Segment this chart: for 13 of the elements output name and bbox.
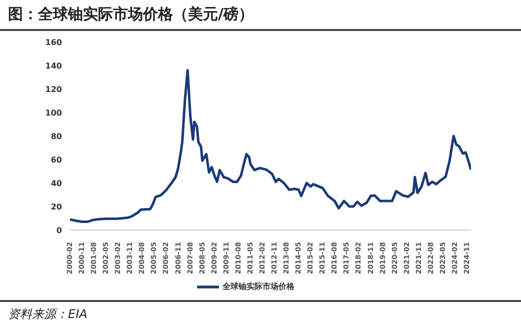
y-tick-label: 40: [50, 178, 62, 188]
chart-title: 图：全球铀实际市场价格（美元/磅）: [8, 5, 254, 24]
legend-label: 全球铀实际市场价格: [222, 282, 294, 292]
y-tick-label: 0: [56, 226, 62, 235]
text: 资料来源：EIA: [8, 306, 88, 323]
y-tick-label: 20: [50, 202, 62, 212]
y-tick-label: 140: [45, 61, 62, 70]
y-tick-label: 120: [45, 84, 62, 94]
y-tick-label: 160: [45, 38, 62, 47]
line-series: [70, 68, 471, 224]
y-tick-label: 80: [50, 132, 62, 141]
y-tick-label: 100: [45, 108, 62, 118]
y-tick-label: 60: [50, 155, 62, 164]
